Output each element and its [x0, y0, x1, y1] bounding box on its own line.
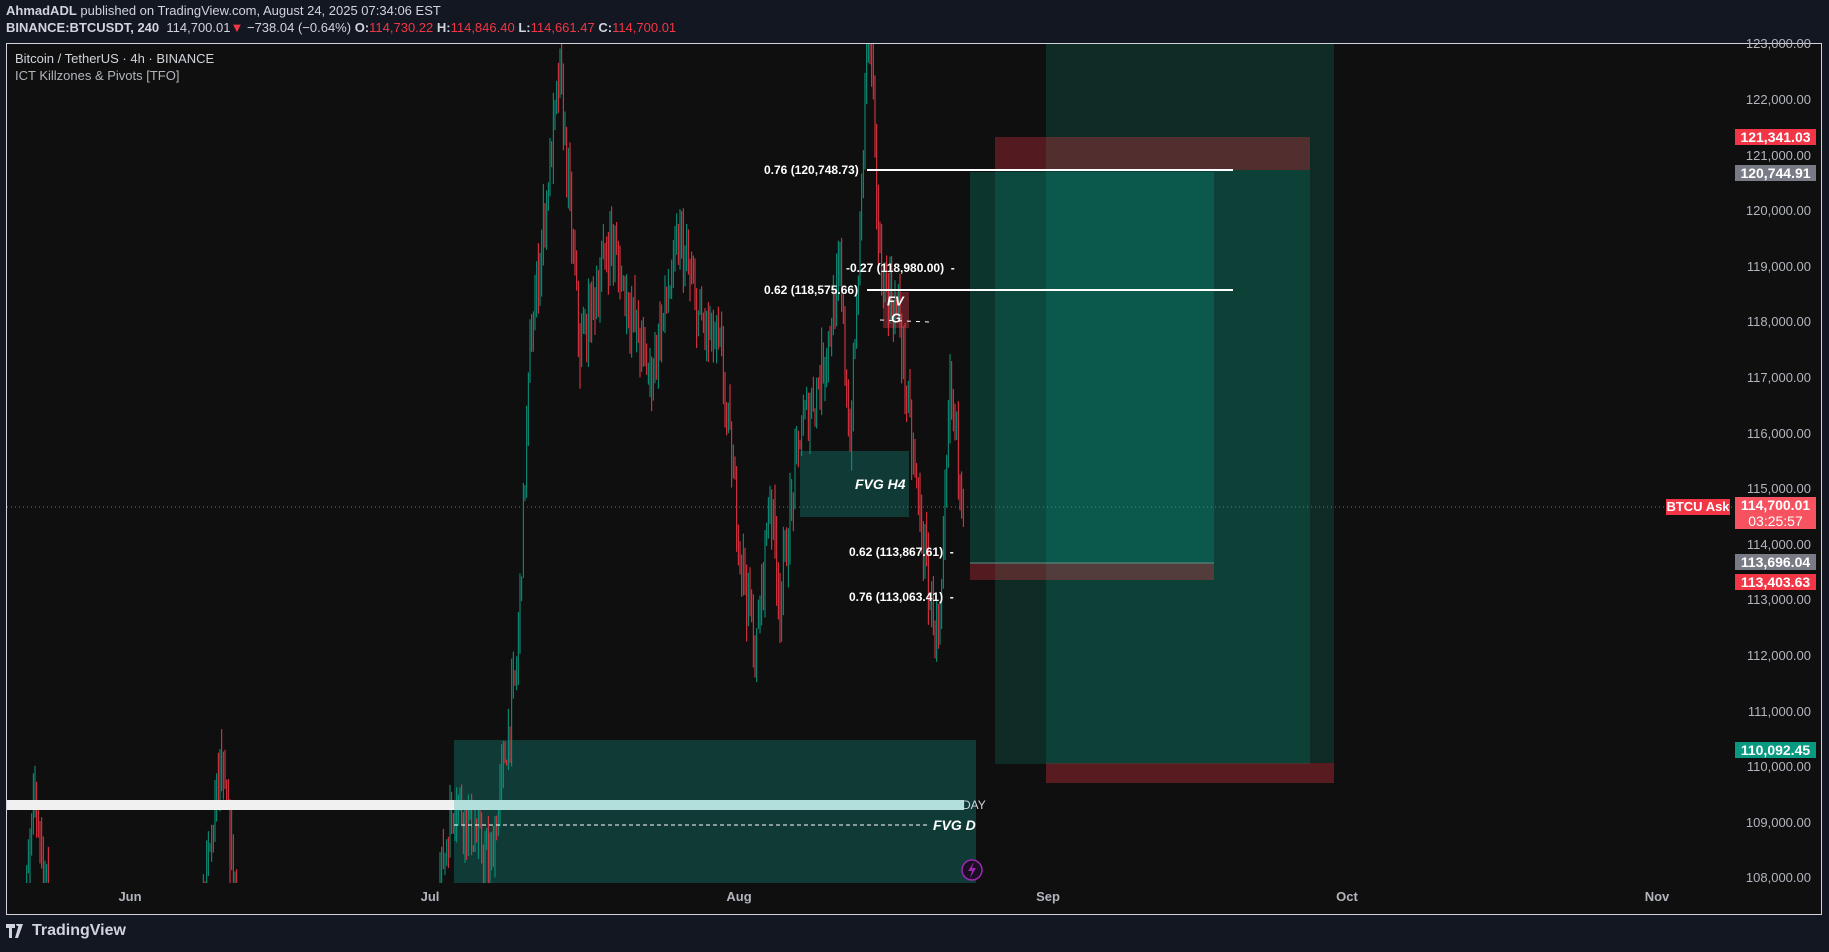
ask-label: BTCU Ask	[1666, 499, 1730, 515]
time-tick: Oct	[1336, 889, 1358, 904]
footer-brand: TradingView	[6, 922, 126, 940]
fvg-small-label-2: G	[891, 310, 902, 326]
close-label: C:	[598, 20, 613, 35]
price-tick: 119,000.00	[1746, 258, 1811, 274]
fib-label-076-top: 0.76 (120,748.73)	[764, 163, 859, 177]
today-band	[7, 800, 454, 810]
price-tick: 121,000.00	[1745, 147, 1811, 163]
indicator-legend[interactable]: ICT Killzones & Pivots [TFO]	[15, 68, 180, 83]
low-label: L:	[518, 20, 531, 35]
fib-label-027-text: -0.27 (118,980.00)	[846, 261, 945, 275]
long-position-inner	[970, 172, 1214, 563]
price-tick: 120,000.00	[1745, 203, 1811, 219]
publish-info: AhmadADL published on TradingView.com, A…	[6, 3, 441, 19]
price-label-value: 121,341.03	[1740, 128, 1811, 145]
day-label: DAY	[962, 798, 986, 812]
fib-label-062-top: 0.62 (118,575.66)	[764, 283, 859, 297]
fib-label-062-bottom-text: 0.62 (113,867.61)	[849, 545, 944, 559]
published-text: published on TradingView.com, August 24,…	[80, 3, 441, 18]
price-label: 114,700.01 03:25:57	[1735, 496, 1816, 529]
open-value: 114,730.22	[369, 20, 434, 35]
symbol: BINANCE:BTCUSDT, 240	[6, 20, 160, 35]
lightning-glyph	[968, 862, 976, 878]
low-value: 114,661.47	[530, 20, 595, 35]
price-tick: 108,000.00	[1745, 870, 1811, 886]
open-label: O:	[354, 20, 370, 35]
price-label-value: 113,403.63	[1740, 573, 1811, 590]
price-tick: 122,000.00	[1745, 92, 1811, 107]
candlestick-series	[26, 44, 964, 883]
price-tick: 117,000.00	[1746, 370, 1811, 385]
long-position-outer	[1046, 44, 1334, 763]
fib-label-062-bottom: 0.62 (113,867.61) -	[849, 545, 954, 559]
fib-label-076-bottom: 0.76 (113,063.41) -	[849, 590, 954, 604]
last-price: 114,700.01	[166, 20, 231, 35]
fvg-small-label-1: FV	[887, 293, 904, 309]
long-position-inner-stop	[970, 563, 1214, 580]
long-position-outer-stop	[1046, 763, 1334, 783]
close-value: 114,700.01	[612, 20, 677, 35]
symbol-info: BINANCE:BTCUSDT, 240 114,700.01▼ −738.04…	[6, 20, 677, 36]
fvg-small-zone	[883, 292, 909, 328]
price-label-value: 120,744.91	[1740, 164, 1811, 181]
fib-label-027: -0.27 (118,980.00) -	[846, 261, 955, 275]
price-label: 113,696.04	[1735, 553, 1816, 570]
price-tick: 113,000.00	[1746, 592, 1811, 608]
price-label: 110,092.45	[1735, 742, 1816, 759]
bar-countdown: 03:25:57	[1748, 512, 1803, 529]
price-label: 113,403.63	[1735, 573, 1816, 590]
chart-legend-title: Bitcoin / TetherUS · 4h · BINANCE	[15, 51, 215, 66]
high-label: H:	[436, 20, 451, 35]
price-tick: 123,000.00	[1745, 36, 1811, 52]
high-value: 114,846.40	[450, 20, 515, 35]
tradingview-logo-icon	[6, 924, 23, 939]
fvg-d-label: FVG D	[933, 817, 976, 833]
price-label-value: 110,092.45	[1740, 742, 1811, 759]
price-tick: 112,000.00	[1746, 648, 1811, 663]
price-label: 121,341.03	[1735, 128, 1816, 145]
footer-brand-text: TradingView	[32, 922, 126, 939]
time-tick: Jun	[118, 889, 142, 904]
price-label-value: 113,696.04	[1740, 553, 1811, 570]
price-change: −738.04 (−0.64%)	[246, 20, 352, 35]
fvg-h4-label: FVG H4	[855, 476, 906, 492]
price-tick: 109,000.00	[1745, 814, 1811, 830]
time-tick: Jul	[420, 889, 440, 904]
today-band-right	[454, 800, 964, 810]
price-tick: 116,000.00	[1746, 425, 1811, 441]
time-tick: Sep	[1036, 889, 1060, 904]
price-tick: 114,000.00	[1746, 536, 1811, 552]
fib-label-076-bottom-text: 0.76 (113,063.41)	[849, 590, 944, 604]
price-tick: 115,000.00	[1746, 481, 1811, 497]
price-label: 120,744.91	[1735, 164, 1816, 181]
long-position-mid	[995, 170, 1310, 764]
time-tick: Aug	[726, 889, 752, 904]
time-tick: Nov	[1644, 889, 1670, 904]
author: AhmadADL	[6, 3, 77, 18]
down-arrow-icon: ▼	[230, 20, 244, 35]
price-tick: 111,000.00	[1747, 703, 1811, 719]
long-position-mid-stop	[995, 137, 1310, 170]
fvg-h4-zone	[800, 451, 909, 517]
price-label-value: 114,700.01	[1740, 496, 1811, 513]
price-tick: 110,000.00	[1746, 759, 1811, 775]
fvg-d-zone	[454, 740, 976, 883]
price-tick: 118,000.00	[1746, 314, 1811, 330]
